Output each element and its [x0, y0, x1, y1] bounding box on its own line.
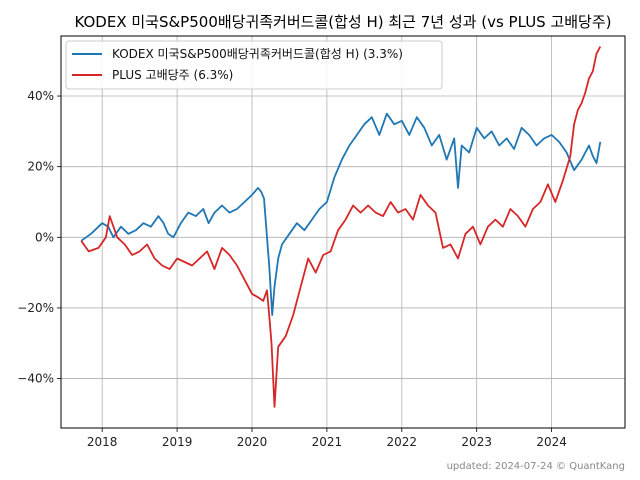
series-line-1: [80, 46, 602, 408]
legend-box: [65, 40, 443, 90]
chart-title: KODEX 미국S&P500배당귀족커버드콜(합성 H) 최근 7년 성과 (v…: [74, 13, 611, 31]
legend: KODEX 미국S&P500배당귀족커버드콜(합성 H) (3.3%) PLUS…: [65, 40, 443, 90]
y-tick-label--40: −40%: [17, 372, 54, 386]
plot-frame: [60, 35, 626, 429]
series-line-0: [80, 112, 602, 316]
x-tick-label-2018: 2018: [87, 435, 118, 449]
y-tick-label-0: 0%: [35, 230, 54, 244]
y-axis: −40% −20% 0% 20% 40%: [17, 89, 61, 386]
y-tick-label--20: −20%: [17, 301, 54, 315]
x-tick-label-2023: 2023: [461, 435, 492, 449]
x-tick-label-2019: 2019: [162, 435, 193, 449]
y-tick-label-20: 20%: [27, 160, 54, 174]
y-tick-label-40: 40%: [27, 89, 54, 103]
series-lines: [80, 46, 602, 408]
legend-label-kodex: KODEX 미국S&P500배당귀족커버드콜(합성 H) (3.3%): [112, 47, 403, 61]
legend-label-plus: PLUS 고배당주 (6.3%): [112, 68, 233, 82]
x-tick-label-2020: 2020: [237, 435, 268, 449]
x-tick-label-2021: 2021: [312, 435, 343, 449]
x-axis: 2018 2019 2020 2021 2022 2023 2024: [87, 428, 567, 449]
x-tick-label-2022: 2022: [387, 435, 418, 449]
update-credit: updated: 2024-07-24 © QuantKang: [447, 461, 625, 472]
x-tick-label-2024: 2024: [536, 435, 567, 449]
